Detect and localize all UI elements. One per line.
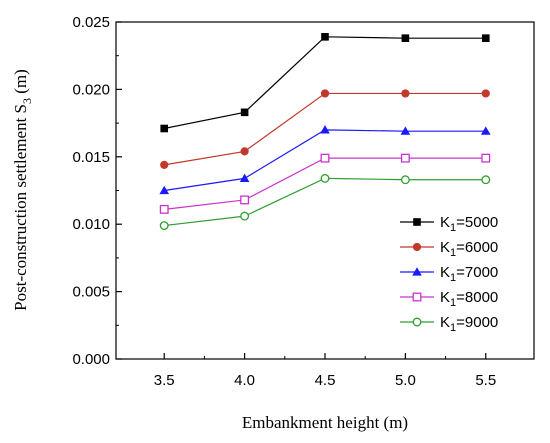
data-point: [481, 34, 490, 42]
y-tick-label: 0.020: [72, 81, 110, 98]
legend-label-value: =6000: [456, 239, 498, 256]
x-tick-label: 5.0: [395, 372, 416, 389]
data-point: [320, 173, 330, 183]
x-tick-label: 3.5: [154, 372, 175, 389]
legend-label-main: K: [440, 314, 450, 331]
data-point: [412, 317, 422, 327]
data-point: [160, 124, 169, 133]
legend-item-1: K1=5000: [400, 214, 498, 234]
legend-label-subscript: 1: [450, 322, 456, 334]
y-tick-label: 0.010: [72, 216, 110, 233]
series-4: [159, 153, 491, 214]
x-tick-label: 4.0: [234, 372, 255, 389]
y-tick-label: 0.005: [72, 284, 110, 301]
legend-label-main: K: [440, 289, 450, 306]
series-2: [160, 89, 490, 169]
plot-frame: [115, 21, 535, 360]
x-axis: 3.5 4.0 4.5 5.0 5.5: [154, 353, 496, 389]
y-axis: 0.000 0.005 0.010 0.015 0.020 0.025: [72, 14, 122, 368]
data-point: [412, 242, 422, 252]
legend-label-value: =8000: [456, 289, 498, 306]
x-tick-label: 5.5: [475, 372, 496, 389]
x-tick-label: 4.5: [315, 372, 336, 389]
legend-label: K1=8000: [440, 289, 498, 309]
series-line: [164, 36, 486, 130]
data-point: [239, 173, 250, 182]
data-point: [481, 175, 491, 185]
series-5: [159, 173, 491, 230]
y-axis-title-unit: (m): [11, 69, 30, 98]
legend-item-2: K1=6000: [400, 239, 498, 259]
legend-label: K1=7000: [440, 264, 498, 284]
y-tick-label: 0.025: [72, 14, 110, 31]
data-point: [240, 108, 249, 117]
data-point: [400, 175, 410, 185]
y-axis-title: Post-construction settlement S3 (m): [11, 69, 34, 311]
data-point: [320, 89, 330, 98]
data-point: [320, 153, 330, 163]
legend-label-value: =5000: [456, 214, 498, 231]
legend-label: K1=9000: [440, 314, 498, 334]
data-point: [159, 204, 169, 214]
legend-label-main: K: [440, 239, 450, 256]
legend-label-subscript: 1: [450, 222, 456, 234]
legend-label-value: =7000: [456, 264, 498, 281]
x-axis-title: Embankment height (m): [242, 413, 408, 432]
data-point: [160, 160, 169, 169]
series-1: [160, 33, 490, 133]
data-point: [413, 218, 421, 226]
data-point: [401, 34, 410, 42]
legend-label-subscript: 1: [450, 247, 456, 259]
legend-label: K1=5000: [440, 214, 498, 234]
legend-item-5: K1=9000: [400, 314, 498, 334]
data-point: [401, 89, 410, 98]
legend-label-main: K: [440, 214, 450, 231]
data-point: [240, 147, 249, 156]
data-point: [481, 89, 490, 98]
data-point: [240, 195, 250, 205]
y-tick-label: 0.000: [72, 351, 110, 368]
legend-label-subscript: 1: [450, 297, 456, 309]
legend-label-subscript: 1: [450, 272, 456, 284]
legend-item-4: K1=8000: [400, 289, 498, 309]
data-point: [240, 211, 250, 221]
data-point: [412, 292, 422, 302]
data-point: [480, 126, 491, 135]
data-point: [159, 185, 170, 195]
legend-label: K1=6000: [440, 239, 498, 259]
series-3: [159, 125, 491, 195]
data-point: [321, 33, 329, 41]
legend-item-3: K1=7000: [400, 264, 498, 284]
data-point: [400, 153, 410, 163]
series-layer: [159, 33, 491, 230]
y-axis-title-main: Post-construction settlement S: [11, 104, 30, 311]
data-point: [412, 267, 422, 276]
y-axis-title-subscript: 3: [20, 98, 34, 104]
data-point: [159, 221, 169, 230]
legend-label-value: =9000: [456, 314, 498, 331]
y-tick-label: 0.015: [72, 149, 110, 166]
series-line: [164, 177, 486, 227]
data-point: [400, 126, 411, 135]
data-point: [481, 153, 491, 163]
legend-label-main: K: [440, 264, 450, 281]
data-point: [320, 125, 330, 134]
